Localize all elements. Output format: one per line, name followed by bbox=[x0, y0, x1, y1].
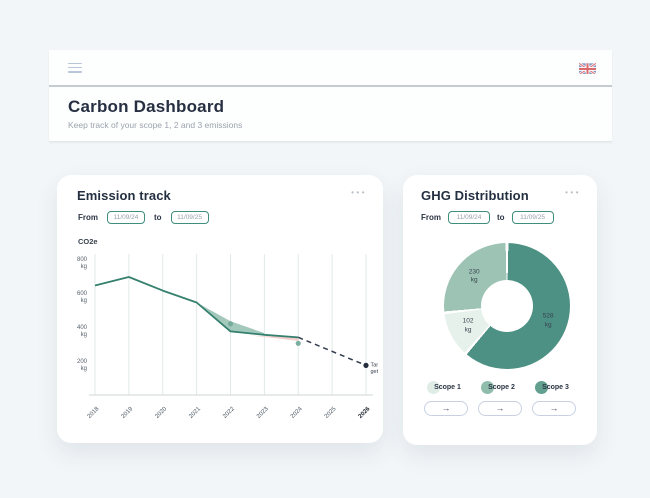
legend-col-scope3: Scope 3 → bbox=[527, 381, 581, 416]
svg-text:2025: 2025 bbox=[324, 406, 338, 420]
arrow-right-icon: → bbox=[549, 403, 559, 413]
emission-kebab-menu-icon[interactable]: ••• bbox=[351, 188, 367, 197]
emission-line-chart: 800 kg 600 kg 400 kg 200 kg 2018 2019 2020 2021 2022… bbox=[77, 254, 379, 420]
ghg-card-title: GHG Distribution bbox=[421, 188, 529, 203]
scope3-color-dot-icon bbox=[535, 381, 549, 394]
emission-date-filter: From 11/09/24 to 11/09/25 bbox=[57, 211, 383, 224]
arrow-right-icon: → bbox=[441, 403, 451, 413]
svg-text:2024: 2024 bbox=[290, 406, 304, 420]
donut-slice-label: 528 kg bbox=[542, 312, 554, 329]
scope2-color-dot-icon bbox=[481, 381, 495, 394]
donut-slice-label: 230 kg bbox=[468, 268, 480, 284]
legend-col-scope1: Scope 1 → bbox=[419, 381, 473, 416]
to-date-input[interactable]: 11/09/25 bbox=[511, 211, 554, 224]
donut-hole bbox=[481, 280, 533, 332]
from-label: From bbox=[421, 213, 441, 222]
from-date-input[interactable]: 11/09/24 bbox=[448, 211, 490, 224]
to-label: to bbox=[497, 213, 505, 222]
ghg-kebab-menu-icon[interactable]: ••• bbox=[565, 188, 581, 197]
ghg-card-header: GHG Distribution ••• bbox=[403, 175, 597, 203]
y-axis-unit-label: CO2e bbox=[78, 237, 98, 246]
uk-flag-graphic bbox=[579, 61, 596, 74]
legend-item-scope3: Scope 3 bbox=[535, 381, 569, 394]
top-nav-bar bbox=[49, 50, 612, 87]
donut-slice-label: 102 kg bbox=[462, 317, 474, 334]
ghg-donut-chart: 528 kg 102 kg 230 kg bbox=[444, 243, 570, 369]
uk-flag-icon[interactable] bbox=[579, 61, 596, 74]
svg-text:2026: 2026 bbox=[358, 406, 372, 420]
hamburger-menu-icon[interactable] bbox=[68, 62, 82, 73]
scope3-details-button[interactable]: → bbox=[532, 401, 576, 416]
legend-col-scope2: Scope 2 → bbox=[473, 381, 527, 416]
svg-text:2018: 2018 bbox=[87, 406, 101, 420]
emission-track-card: Emission track ••• From 11/09/24 to 11/0… bbox=[57, 175, 383, 443]
svg-text:2020: 2020 bbox=[154, 406, 168, 420]
emission-card-header: Emission track ••• bbox=[57, 175, 383, 203]
arrow-right-icon: → bbox=[495, 403, 505, 413]
ghg-legend: Scope 1 → Scope 2 → Scope 3 bbox=[403, 381, 597, 416]
scope1-details-button[interactable]: → bbox=[424, 401, 468, 416]
page-title: Carbon Dashboard bbox=[68, 97, 225, 116]
svg-text:2019: 2019 bbox=[121, 406, 135, 420]
scope2-details-button[interactable]: → bbox=[478, 401, 522, 416]
svg-text:2021: 2021 bbox=[188, 406, 202, 420]
app-header: Carbon Dashboard Keep track of your scop… bbox=[49, 50, 612, 142]
scope1-label: Scope 1 bbox=[434, 384, 461, 391]
emission-card-title: Emission track bbox=[77, 188, 171, 203]
scope3-label: Scope 3 bbox=[542, 384, 569, 391]
ghg-date-filter: From 11/09/24 to 11/09/25 bbox=[403, 211, 597, 224]
svg-text:2022: 2022 bbox=[222, 406, 236, 420]
from-date-input[interactable]: 11/09/24 bbox=[107, 211, 145, 224]
to-date-input[interactable]: 11/09/25 bbox=[170, 211, 209, 224]
scope1-color-dot-icon bbox=[427, 381, 441, 394]
page-subtitle: Keep track of your scope 1, 2 and 3 emis… bbox=[68, 120, 243, 130]
page-title-section: Carbon Dashboard Keep track of your scop… bbox=[49, 87, 612, 141]
legend-item-scope1: Scope 1 bbox=[427, 381, 461, 394]
legend-item-scope2: Scope 2 bbox=[481, 381, 515, 394]
scope2-label: Scope 2 bbox=[488, 384, 515, 391]
from-label: From bbox=[78, 213, 98, 222]
ghg-distribution-card: GHG Distribution ••• From 11/09/24 to 11… bbox=[403, 175, 597, 445]
svg-text:2023: 2023 bbox=[256, 406, 270, 420]
to-label: to bbox=[154, 213, 162, 222]
